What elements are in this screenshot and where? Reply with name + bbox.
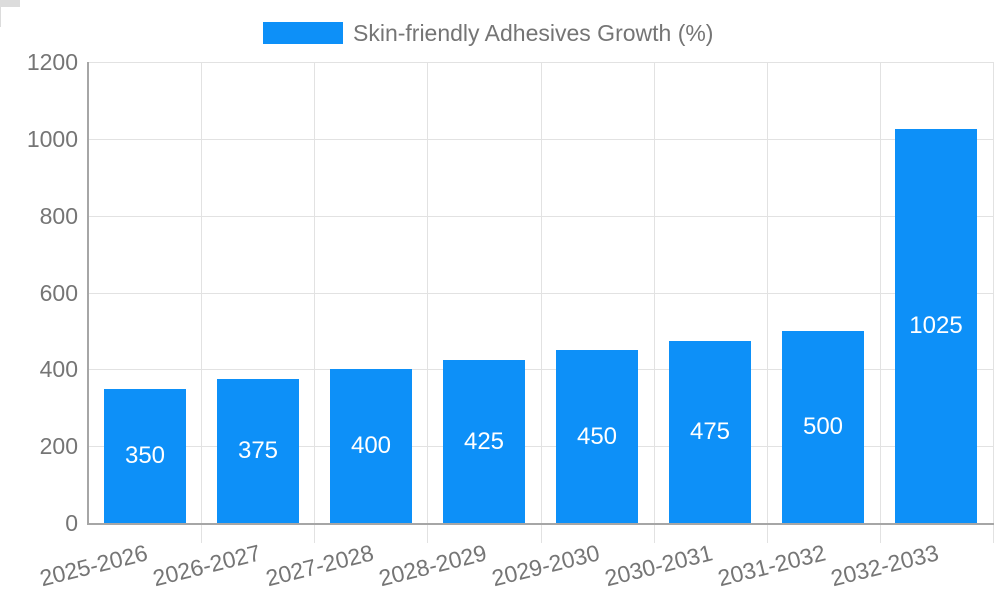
x-axis-tick-label: 2029-2030 [489,539,603,592]
y-axis-tick-label: 800 [39,203,78,229]
legend-label: Skin-friendly Adhesives Growth (%) [353,20,714,46]
legend-swatch [263,22,343,44]
y-axis-tick-mark [0,3,20,4]
x-axis-tick-label: 2026-2027 [150,539,264,592]
y-axis-tick-label: 1200 [26,49,78,75]
x-axis-tick-label: 2030-2031 [602,539,716,592]
bar-value-label: 500 [802,413,844,440]
y-axis-tick-mark [0,5,20,6]
bar-value-label: 400 [350,432,392,459]
gridline-vertical [654,62,655,543]
y-axis-line [87,62,89,523]
bar-value-label: 450 [576,422,618,450]
gridline-horizontal [88,446,993,447]
gridline-vertical [541,62,542,543]
bar-value-label: 425 [463,427,505,455]
x-axis-tick-mark [0,7,1,27]
gridline-vertical [767,62,768,543]
bar[interactable]: 1025 [895,129,977,523]
chart-legend[interactable]: Skin-friendly Adhesives Growth (%) [263,21,713,45]
bar-value-label: 375 [237,437,279,464]
y-axis-tick-mark [0,0,20,1]
y-axis-tick-label: 600 [39,280,78,306]
y-axis-tick-label: 400 [39,356,78,382]
bar-value-label: 1025 [909,312,963,339]
gridline-vertical [201,62,202,543]
x-axis-tick-label: 2028-2029 [376,539,490,592]
bar[interactable]: 425 [443,360,525,523]
gridline-vertical [880,62,881,543]
x-axis-tick-label: 2025-2026 [37,539,151,592]
bar-value-label: 350 [124,442,166,469]
y-axis-tick-label: 200 [39,433,78,459]
y-axis-tick-label: 0 [65,510,78,536]
bar[interactable]: 475 [669,341,751,523]
bar[interactable]: 350 [104,389,186,523]
gridline-horizontal [88,369,993,370]
gridline-horizontal [88,62,993,63]
y-axis-tick-mark [0,2,20,3]
x-axis-line [87,523,994,525]
x-axis-tick-label: 2032-2033 [828,539,942,592]
y-axis-tick-mark [0,4,20,5]
bar[interactable]: 375 [217,379,299,523]
gridline-horizontal [88,293,993,294]
bar[interactable]: 400 [330,369,412,523]
gridline-vertical [427,62,428,543]
gridline-horizontal [88,139,993,140]
y-axis-tick-label: 1000 [26,126,78,152]
gridline-horizontal [88,216,993,217]
bar[interactable]: 500 [782,331,864,523]
gridline-vertical [314,62,315,543]
gridline-vertical [993,62,994,543]
y-axis-tick-mark [0,6,20,7]
x-axis-tick-label: 2031-2032 [715,539,829,592]
x-axis-tick-label: 2027-2028 [263,539,377,592]
y-axis-tick-mark [0,1,20,2]
bar[interactable]: 450 [556,350,638,523]
bar-value-label: 475 [689,418,731,445]
